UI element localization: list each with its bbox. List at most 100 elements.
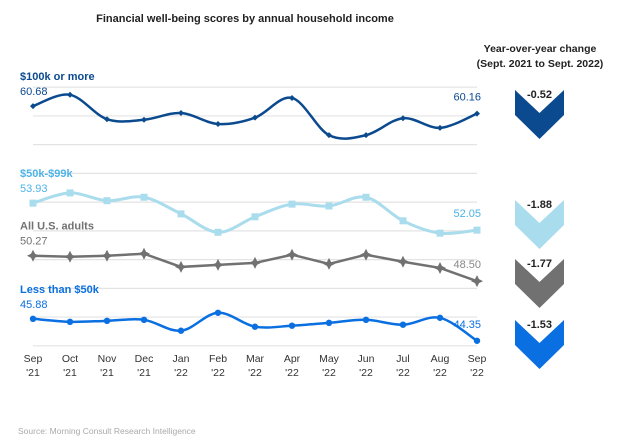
data-point [362, 316, 370, 324]
data-point [471, 275, 483, 288]
data-point [363, 132, 369, 139]
series-3: Less than $50k 45.88 44.35 [20, 284, 481, 344]
x-tick-label: '21 [63, 367, 77, 379]
x-tick-label: '22 [433, 367, 447, 379]
yoy-change-value: -1.77 [527, 258, 552, 270]
data-point [362, 193, 370, 201]
x-tick-label: Jun [358, 353, 375, 365]
yoy-title: Year-over-year change [484, 43, 597, 55]
data-point [104, 116, 110, 123]
end-value-label: 48.50 [453, 259, 481, 271]
x-tick-label: Feb [209, 353, 227, 365]
down-chevron-icon [515, 320, 564, 369]
data-point [27, 249, 39, 262]
data-point [66, 189, 74, 197]
x-tick-label: '22 [248, 367, 262, 379]
down-chevron-icon [515, 200, 564, 249]
x-tick-label: '22 [322, 367, 336, 379]
x-tick-label: '22 [396, 367, 410, 379]
data-point [29, 199, 37, 207]
data-point [103, 317, 111, 325]
series-1: $50k-$99k 53.93 52.05 [20, 168, 481, 237]
data-point [325, 319, 333, 327]
data-point [436, 229, 444, 237]
series-0: $100k or more 60.68 60.16 [20, 71, 481, 140]
data-point [103, 197, 111, 205]
data-point [249, 256, 261, 269]
x-tick-label: Mar [246, 353, 265, 365]
series-name: All U.S. adults [20, 221, 94, 233]
data-point [474, 110, 480, 117]
data-point [325, 202, 333, 210]
x-tick-label: '22 [211, 367, 225, 379]
start-value-label: 50.27 [20, 236, 48, 248]
x-tick-label: Apr [284, 353, 301, 365]
x-tick-label: Dec [135, 353, 154, 365]
data-point [64, 250, 76, 263]
start-value-label: 45.88 [20, 299, 48, 311]
series-name: $100k or more [20, 71, 95, 83]
end-value-label: 60.16 [453, 92, 481, 104]
yoy-change-value: -1.53 [527, 319, 552, 331]
data-point [436, 314, 444, 321]
data-point [212, 258, 224, 271]
x-tick-label: Jul [396, 353, 409, 365]
x-tick-label: '22 [174, 367, 188, 379]
data-point [140, 193, 148, 201]
data-point [289, 94, 295, 101]
data-point [138, 247, 150, 260]
data-point [251, 323, 259, 330]
yoy-subtitle: (Sept. 2021 to Sept. 2022) [477, 58, 604, 70]
down-chevron-icon [515, 259, 564, 308]
data-point [399, 217, 407, 225]
data-point [473, 337, 481, 344]
x-tick-label: Nov [98, 353, 117, 365]
data-point [178, 110, 184, 117]
data-point [397, 255, 409, 268]
data-point [67, 91, 73, 98]
x-tick-label: '22 [359, 367, 373, 379]
data-point [400, 115, 406, 122]
data-point [215, 120, 221, 127]
yoy-change-value: -1.88 [527, 199, 552, 211]
series-line [32, 191, 478, 236]
x-tick-label: May [319, 353, 340, 365]
start-value-label: 53.93 [20, 183, 48, 195]
data-point [399, 321, 407, 328]
x-tick-label: Jan [173, 353, 190, 365]
data-point [434, 261, 446, 274]
data-point [30, 103, 36, 110]
data-point [288, 322, 296, 329]
x-tick-label: '21 [100, 367, 114, 379]
data-point [177, 327, 185, 334]
data-point [288, 200, 296, 208]
series-name: Less than $50k [20, 284, 100, 296]
data-point [29, 315, 37, 323]
source-note: Source: Morning Consult Research Intelli… [18, 426, 196, 436]
data-point [326, 132, 332, 139]
x-tick-label: '21 [26, 367, 40, 379]
start-value-label: 60.68 [20, 86, 48, 98]
series-name: $50k-$99k [20, 168, 73, 180]
x-tick-label: '21 [137, 367, 151, 379]
data-point [175, 260, 187, 273]
data-point [177, 210, 185, 218]
data-point [360, 248, 372, 261]
end-value-label: 44.35 [453, 319, 481, 331]
x-tick-label: Aug [431, 353, 450, 365]
data-point [286, 248, 298, 261]
data-point [323, 257, 335, 270]
data-point [251, 213, 259, 221]
x-tick-label: '22 [285, 367, 299, 379]
data-point [101, 249, 113, 262]
yoy-change-value: -0.52 [527, 89, 552, 101]
x-tick-label: Sep [468, 353, 487, 365]
data-point [141, 116, 147, 123]
series-2: All U.S. adults 50.27 48.50 [20, 221, 483, 288]
data-point [473, 226, 481, 234]
data-point [214, 228, 222, 236]
x-tick-label: '22 [470, 367, 484, 379]
x-tick-label: Sep [24, 353, 43, 365]
